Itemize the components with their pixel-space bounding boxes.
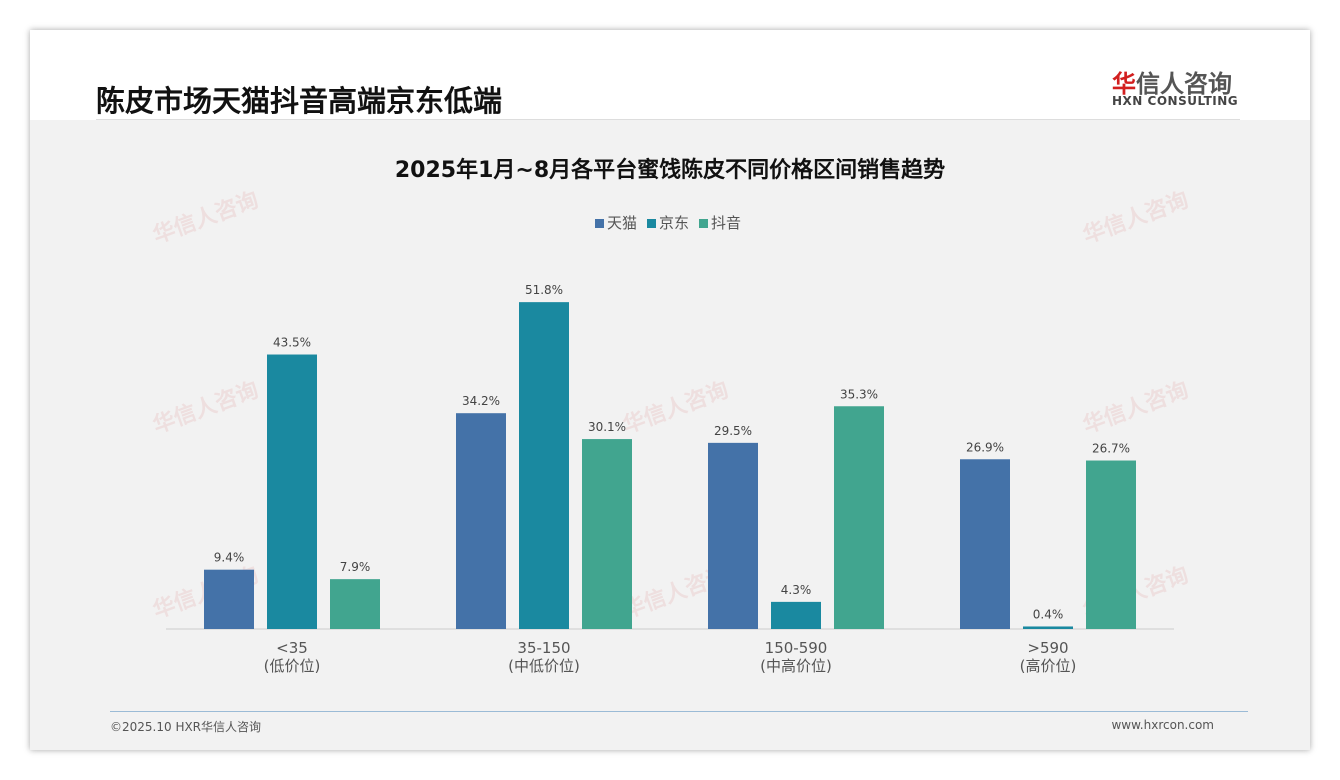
bar (960, 459, 1010, 629)
data-label: 7.9% (340, 560, 371, 574)
bar-chart: 9.4% 43.5% 7.9% <35(低价位) 34.2% 51.8% 30.1% 35-1… (166, 283, 1174, 675)
x-tick-sublabel: (中低价位) (508, 657, 580, 675)
data-label: 51.8% (525, 283, 563, 297)
data-label: 26.9% (966, 440, 1004, 454)
x-tick-label: 35-150 (517, 639, 570, 657)
x-tick-label: >590 (1027, 639, 1068, 657)
x-tick-sublabel: (高价位) (1020, 657, 1077, 675)
header (30, 30, 1310, 120)
chart-title: 2025年1月~8月各平台蜜饯陈皮不同价格区间销售趋势 (394, 158, 946, 183)
slide: 陈皮市场天猫抖音高端京东低端 华信人咨询 HXN CONSULTING 华信人咨… (30, 30, 1310, 750)
x-tick-sublabel: (中高价位) (760, 657, 832, 675)
data-label: 43.5% (273, 336, 311, 350)
legend-item: 京东 (647, 212, 689, 233)
data-label: 30.1% (588, 420, 626, 434)
copyright: ©2025.10 HXR华信人咨询 (110, 720, 262, 734)
data-label: 0.4% (1033, 607, 1064, 621)
data-label: 29.5% (714, 424, 752, 438)
legend-swatch (699, 219, 709, 228)
legend-item: 抖音 (699, 212, 741, 233)
bar (771, 601, 821, 629)
bar (582, 439, 632, 629)
data-label: 26.7% (1092, 442, 1130, 456)
bar (456, 413, 506, 629)
bar (834, 406, 884, 629)
bar (1086, 460, 1136, 629)
x-tick-sublabel: (低价位) (264, 657, 321, 675)
bar (708, 442, 758, 629)
bar (519, 302, 569, 629)
bar (204, 569, 254, 629)
divider (96, 119, 1240, 120)
data-label: 9.4% (214, 551, 245, 565)
data-label: 34.2% (462, 394, 500, 408)
bar (330, 579, 380, 629)
data-label: 4.3% (781, 583, 812, 597)
legend-item: 天猫 (595, 212, 637, 233)
website: www.hxrcon.com (1111, 718, 1214, 732)
x-tick-label: <35 (276, 639, 308, 657)
data-label: 35.3% (840, 387, 878, 401)
bar (267, 354, 317, 629)
legend-swatch (647, 219, 657, 228)
x-tick-label: 150-590 (765, 639, 828, 657)
legend: 天猫 京东 抖音 (595, 212, 741, 233)
logo: 华信人咨询 (1112, 70, 1232, 98)
bar (1023, 626, 1073, 629)
footer-line (110, 711, 1248, 712)
logo-en: HXN CONSULTING (1112, 94, 1239, 108)
legend-swatch (595, 219, 604, 228)
page-title: 陈皮市场天猫抖音高端京东低端 (96, 84, 503, 118)
